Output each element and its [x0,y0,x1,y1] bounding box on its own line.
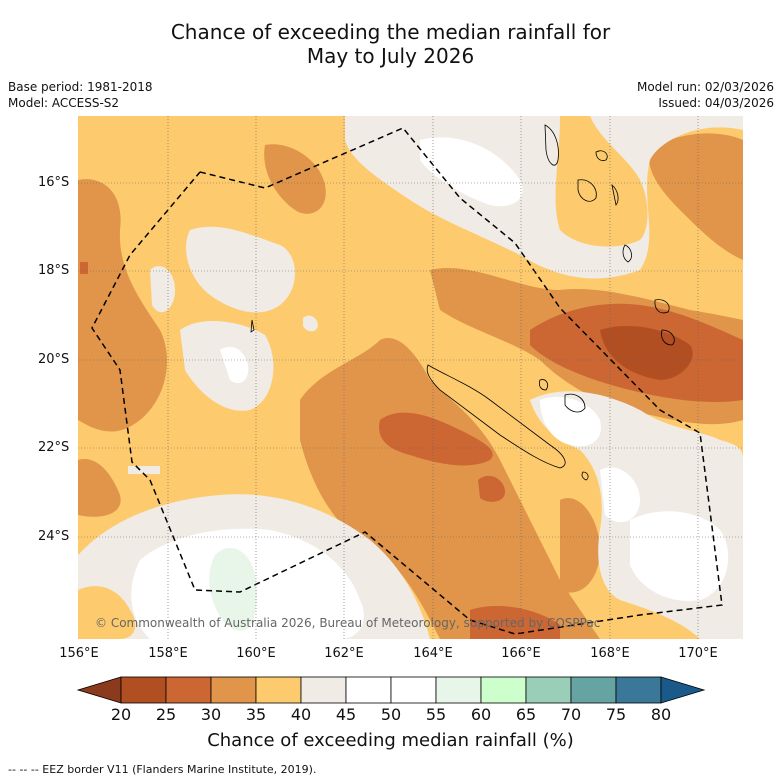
field-small-neutral [303,315,318,332]
colorbar-tick-70: 70 [560,705,582,724]
field-central-dark-orange [379,412,493,466]
field-west-white-strip [128,466,160,474]
colorbar-tick-50: 50 [380,705,402,724]
colorbar-tick-25: 25 [155,705,177,724]
colorbar-swatch-55-60 [435,676,482,704]
field-nw-orange-patch [264,144,326,214]
colorbar-tick-75: 75 [605,705,627,724]
loyalty-island-2 [538,379,548,391]
colorbar-swatch-50-55 [390,676,437,704]
field-central-orange [300,338,600,639]
vanuatu-island-4 [611,183,619,206]
lat-label-24s: 24°S [38,529,70,544]
colorbar-tick-55: 55 [425,705,447,724]
islet [250,319,255,333]
vanuatu-island-5 [622,244,632,263]
colorbar-tick-65: 65 [515,705,537,724]
lon-label-162e: 162°E [324,646,364,661]
colorbar-tick-30: 30 [200,705,222,724]
lon-label-160e: 160°E [236,646,276,661]
map-title-line1: Chance of exceeding the median rainfall … [170,20,611,44]
colorbar-label: Chance of exceeding median rainfall (%) [207,730,574,751]
lon-label-164e: 164°E [413,646,453,661]
vanuatu-island-2 [577,179,597,202]
field-sw-orange-edge [78,586,136,639]
field-nw-neutral [186,226,295,313]
colorbar-tick-80: 80 [650,705,672,724]
colorbar-swatch-40-45 [300,676,347,704]
field-west-dark-spot [80,262,88,274]
colorbar-swatch-20-25 [120,676,167,704]
map-title-line2: May to July 2026 [306,44,475,68]
field-west-orange [78,179,168,432]
new-caledonia-island [426,364,566,469]
matthew-island-group [654,299,670,314]
field-dark-orange-blob [478,475,505,502]
lon-label-170e: 170°E [678,646,718,661]
model-name: Model: ACCESS-S2 [8,96,120,110]
field-west-low-orange [78,459,121,517]
small-island [581,471,589,481]
field-mid-white [220,346,249,384]
colorbar-tick-40: 40 [290,705,312,724]
colorbar-swatch-60-65 [480,676,527,704]
field-north-white [420,137,523,207]
colorbar-tick-45: 45 [335,705,357,724]
field-south-orange [560,498,600,593]
colorbar-swatch-30-35 [210,676,257,704]
base-period: Base period: 1981-2018 [8,80,153,94]
hunter-island-group [661,329,675,346]
lat-label-22s: 22°S [38,440,70,455]
colorbar-tick-60: 60 [470,705,492,724]
colorbar-tick-20: 20 [110,705,132,724]
loyalty-island-1 [564,393,586,413]
model-run: Model run: 02/03/2026 [636,80,774,94]
lon-label-156e: 156°E [59,646,99,661]
lon-label-168e: 168°E [590,646,630,661]
lon-label-158e: 158°E [148,646,188,661]
field-west-neutral [150,266,175,313]
colorbar-extend-high [660,676,706,704]
lat-label-20s: 20°S [38,352,70,367]
field-east-white [540,396,601,447]
field-ne-orange [649,133,743,260]
colorbar-swatch-35-40 [255,676,302,704]
eez-border-line [91,127,723,635]
graticule [78,116,743,639]
lat-label-18s: 18°S [38,263,70,278]
colorbar-swatch-70-75 [570,676,617,704]
colorbar-swatch-75-80 [615,676,662,704]
issued-date: Issued: 04/03/2026 [658,96,774,110]
colorbar-tick-35: 35 [245,705,267,724]
field-sw-green [209,547,257,631]
map-field [78,116,743,639]
colorbar-swatch-25-30 [165,676,212,704]
eez-footnote: -- -- -- EEZ border V11 (Flanders Marine… [8,763,317,776]
lon-label-166e: 166°E [501,646,541,661]
colorbar-swatch-45-50 [345,676,392,704]
vanuatu-island-1 [544,124,559,166]
colorbar-swatch-65-70 [525,676,572,704]
field-south-dark-orange [470,605,560,639]
field-darkest-core [600,325,693,380]
field-se-white [600,467,640,523]
lat-label-16s: 16°S [38,175,70,190]
field-far-se-white [630,511,729,601]
vanuatu-island-3 [595,150,608,161]
colorbar-extend-low [76,676,122,704]
colorbar [76,676,706,704]
copyright-notice: © Commonwealth of Australia 2026, Bureau… [95,616,600,630]
